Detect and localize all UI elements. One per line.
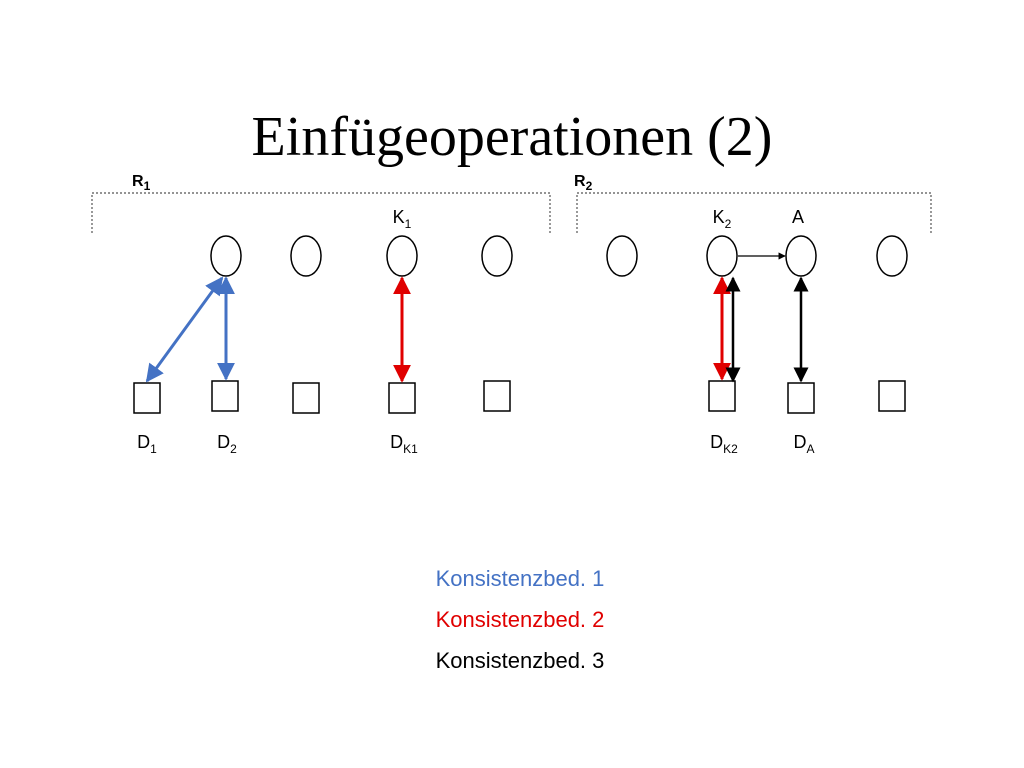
region-bracket <box>91 192 551 233</box>
data-label: DK1 <box>390 432 418 456</box>
node <box>290 235 322 277</box>
node <box>481 235 513 277</box>
data-box <box>292 382 320 414</box>
data-box <box>878 380 906 412</box>
data-box <box>133 382 161 414</box>
node-label: A <box>792 207 804 227</box>
data-label: D2 <box>217 432 237 456</box>
region-bracket <box>576 192 932 233</box>
data-boxes <box>133 380 906 414</box>
arrows <box>145 252 809 383</box>
node <box>606 235 638 277</box>
node <box>785 235 817 277</box>
data-box <box>708 380 736 412</box>
data-box <box>787 382 815 414</box>
legend-item: Konsistenzbed. 1 <box>436 566 605 591</box>
node <box>876 235 908 277</box>
arrow <box>145 276 224 383</box>
node <box>210 235 242 277</box>
title: Einfügeoperationen (2) <box>252 106 773 168</box>
region-label: R2 <box>574 173 593 193</box>
data-box <box>388 382 416 414</box>
legend-item: Konsistenzbed. 2 <box>436 607 605 632</box>
data-box <box>211 380 239 412</box>
data-label: DA <box>793 432 814 456</box>
data-box <box>483 380 511 412</box>
legend-item: Konsistenzbed. 3 <box>436 648 605 673</box>
node <box>706 235 738 277</box>
data-label: D1 <box>137 432 157 456</box>
node-label: K2 <box>713 207 732 231</box>
data-label: DK2 <box>710 432 738 456</box>
nodes <box>210 235 908 277</box>
region-label: R1 <box>132 173 151 193</box>
node-label: K1 <box>393 207 412 231</box>
node <box>386 235 418 277</box>
